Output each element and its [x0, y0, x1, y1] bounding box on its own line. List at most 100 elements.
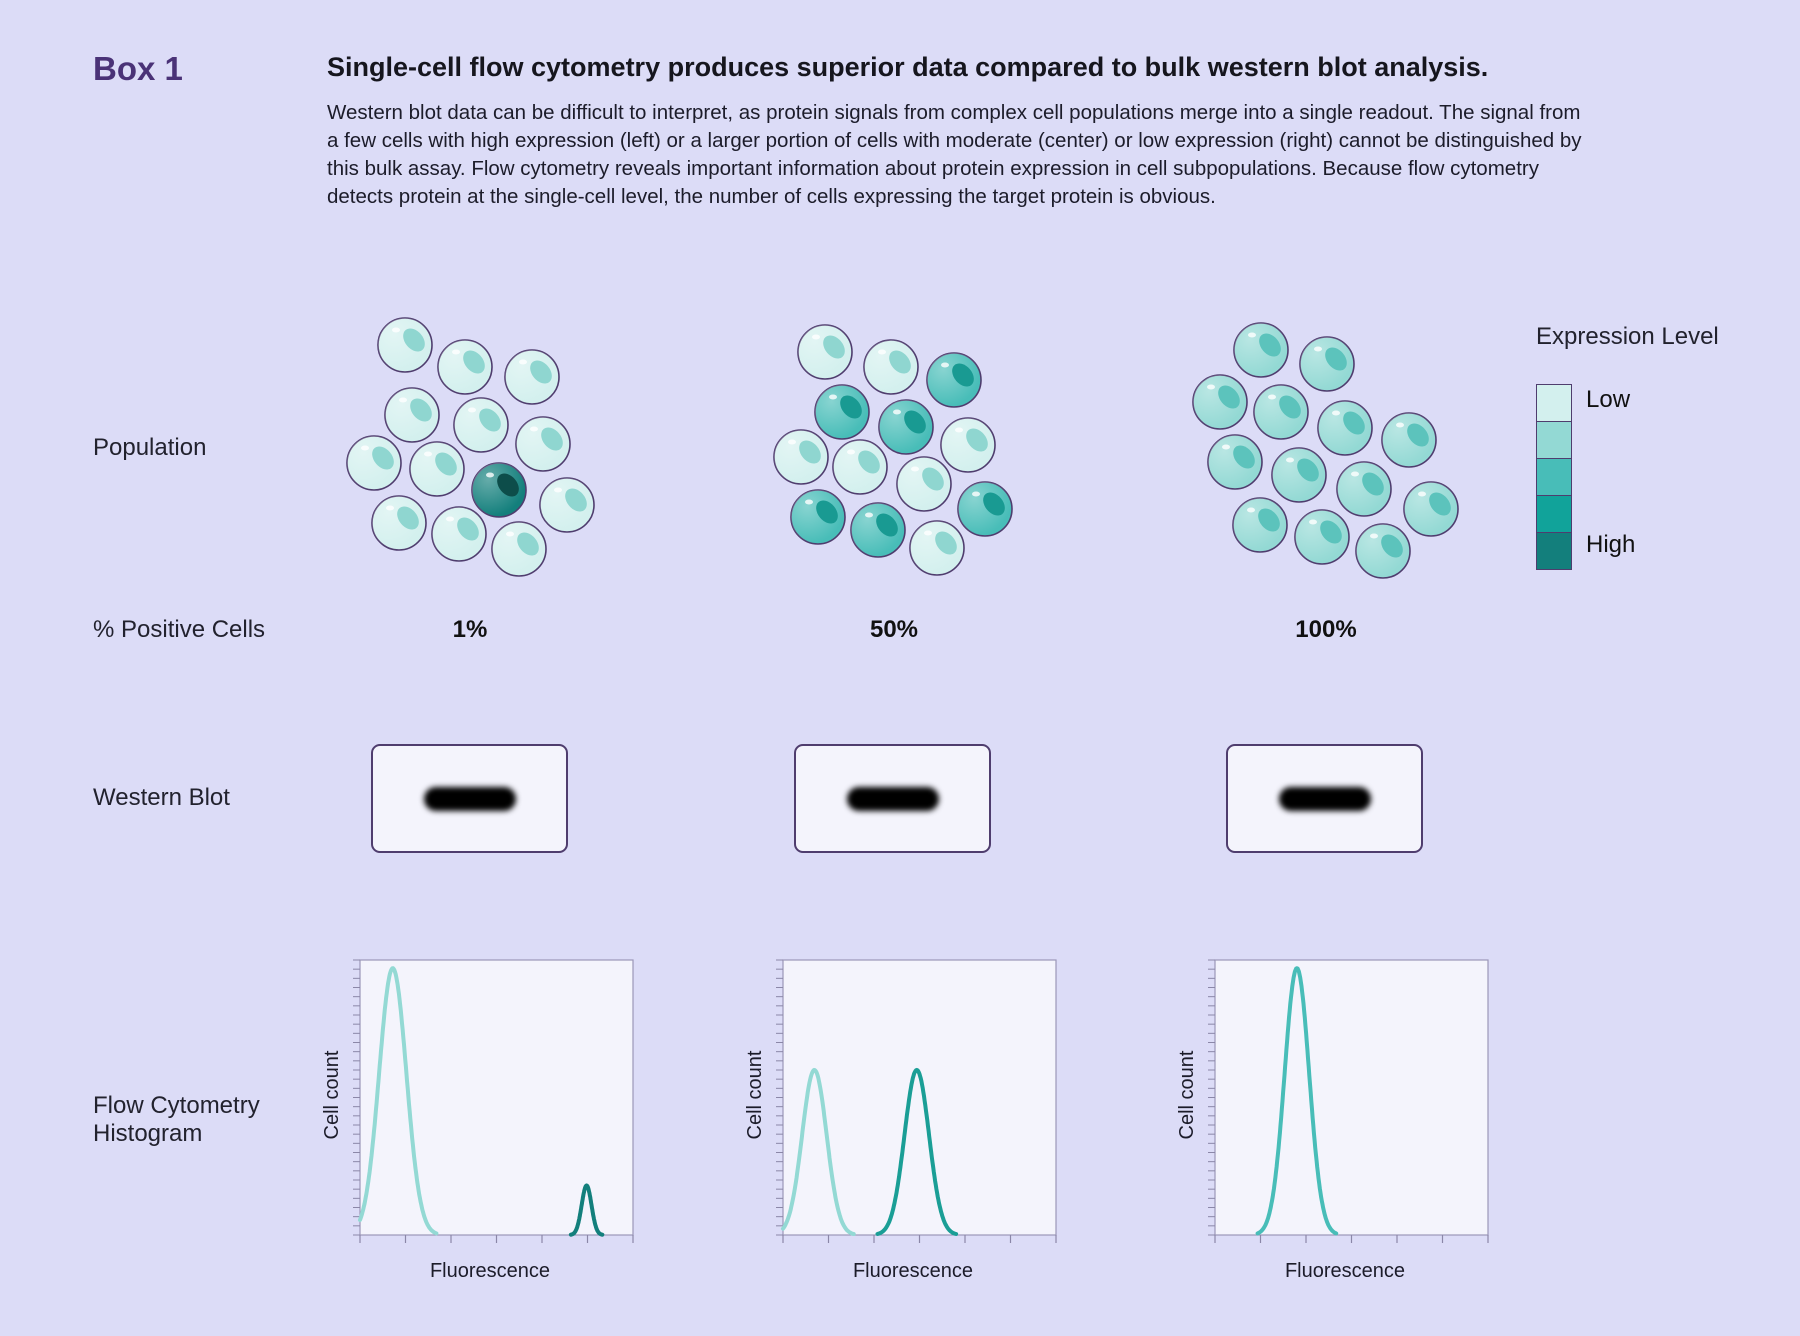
- cell-nucleus: [1343, 411, 1365, 435]
- cell-nucleus: [876, 513, 898, 537]
- cell-shine: [347, 436, 401, 490]
- cell: [814, 384, 870, 440]
- cell-shine: [927, 353, 981, 407]
- series-line: [875, 1067, 959, 1236]
- cell-highlight: [1351, 471, 1359, 477]
- cell: [431, 506, 487, 562]
- cell-shine: [910, 521, 964, 575]
- cell-highlight: [468, 407, 476, 413]
- cell: [832, 439, 888, 495]
- cell-highlight: [1247, 507, 1255, 513]
- cell: [1207, 434, 1263, 490]
- cell: [437, 339, 493, 395]
- cell-nucleus: [922, 467, 944, 491]
- cell-shine: [958, 482, 1012, 536]
- cell-nucleus: [530, 360, 552, 384]
- cell: [878, 399, 934, 455]
- population-cluster-2: [773, 324, 1013, 576]
- cell: [790, 489, 846, 545]
- cell-highlight: [506, 531, 514, 537]
- cell: [940, 417, 996, 473]
- cell-highlight: [1248, 332, 1256, 338]
- row-label-western-blot: Western Blot: [93, 784, 230, 811]
- flow-histogram-1: Fluorescence Cell count: [321, 959, 634, 1282]
- cell-shine: [454, 398, 508, 452]
- cell-highlight: [424, 451, 432, 457]
- cell: [409, 441, 465, 497]
- cell-shine: [774, 430, 828, 484]
- cell-highlight: [1309, 519, 1317, 525]
- cell-nucleus: [497, 473, 519, 497]
- cell-highlight: [386, 505, 394, 511]
- percent-positive-3: 100%: [1295, 616, 1357, 643]
- cell-nucleus: [403, 328, 425, 352]
- cell: [863, 339, 919, 395]
- cell-shine: [1337, 462, 1391, 516]
- cell-nucleus: [823, 335, 845, 359]
- x-axis-label: Fluorescence: [853, 1260, 973, 1282]
- cell-shine: [1295, 510, 1349, 564]
- percent-positive-2: 50%: [869, 616, 919, 643]
- x-axis-label: Fluorescence: [1285, 1260, 1405, 1282]
- cell-shine: [432, 507, 486, 561]
- cell: [1192, 374, 1248, 430]
- row-label-population: Population: [93, 434, 207, 461]
- western-blot-1: [371, 744, 568, 853]
- y-axis-label: Cell count: [744, 1050, 766, 1139]
- cell: [453, 397, 509, 453]
- cell: [926, 352, 982, 408]
- cell-nucleus: [1429, 492, 1451, 516]
- cell: [1253, 384, 1309, 440]
- cell-highlight: [1207, 384, 1215, 390]
- cell-highlight: [1222, 444, 1230, 450]
- cell: [515, 416, 571, 472]
- row-label-flow-line2: Histogram: [93, 1120, 203, 1147]
- cell: [1403, 481, 1459, 537]
- cell: [1299, 336, 1355, 392]
- flow-histogram-2: Fluorescence Cell count: [744, 959, 1057, 1282]
- cell-shine: [372, 496, 426, 550]
- cell-nucleus: [816, 500, 838, 524]
- cell-highlight: [955, 427, 963, 433]
- cell-nucleus: [517, 532, 539, 556]
- cell-shine: [1233, 498, 1287, 552]
- cell-highlight: [486, 472, 494, 478]
- cell-shine: [1234, 323, 1288, 377]
- legend-high-label: High: [1586, 531, 1636, 558]
- cell-nucleus: [1259, 333, 1281, 357]
- y-axis-label: Cell count: [321, 1050, 343, 1139]
- cell-nucleus: [858, 450, 880, 474]
- cell-highlight: [1314, 346, 1322, 352]
- legend-swatch-3: [1536, 458, 1572, 495]
- cell-shine: [385, 388, 439, 442]
- cell-highlight: [812, 334, 820, 340]
- cell-nucleus: [1320, 520, 1342, 544]
- cell-shine: [1208, 435, 1262, 489]
- cell-shine: [798, 325, 852, 379]
- cell-nucleus: [1218, 385, 1240, 409]
- cell-nucleus: [1362, 472, 1384, 496]
- cell-nucleus: [904, 410, 926, 434]
- cell-highlight: [530, 426, 538, 432]
- cell: [491, 521, 547, 577]
- cell-highlight: [865, 512, 873, 518]
- cell-shine: [516, 417, 570, 471]
- cell-nucleus: [479, 408, 501, 432]
- cell: [1336, 461, 1392, 517]
- cell-highlight: [1418, 491, 1426, 497]
- row-label-flow-line1: Flow Cytometry: [93, 1092, 260, 1119]
- cell: [346, 435, 402, 491]
- cell: [1317, 400, 1373, 456]
- blot-band: [1278, 786, 1371, 811]
- cell-nucleus: [1279, 395, 1301, 419]
- population-cluster-3: [1192, 322, 1459, 579]
- cell-shine: [851, 503, 905, 557]
- cell-shine: [941, 418, 995, 472]
- cell-nucleus: [1381, 534, 1403, 558]
- cell-nucleus: [410, 398, 432, 422]
- x-axis-label: Fluorescence: [430, 1260, 550, 1282]
- cell-highlight: [1286, 457, 1294, 463]
- legend-swatch-2: [1536, 421, 1572, 458]
- cell-highlight: [446, 516, 454, 522]
- legend-swatches: [1536, 384, 1572, 570]
